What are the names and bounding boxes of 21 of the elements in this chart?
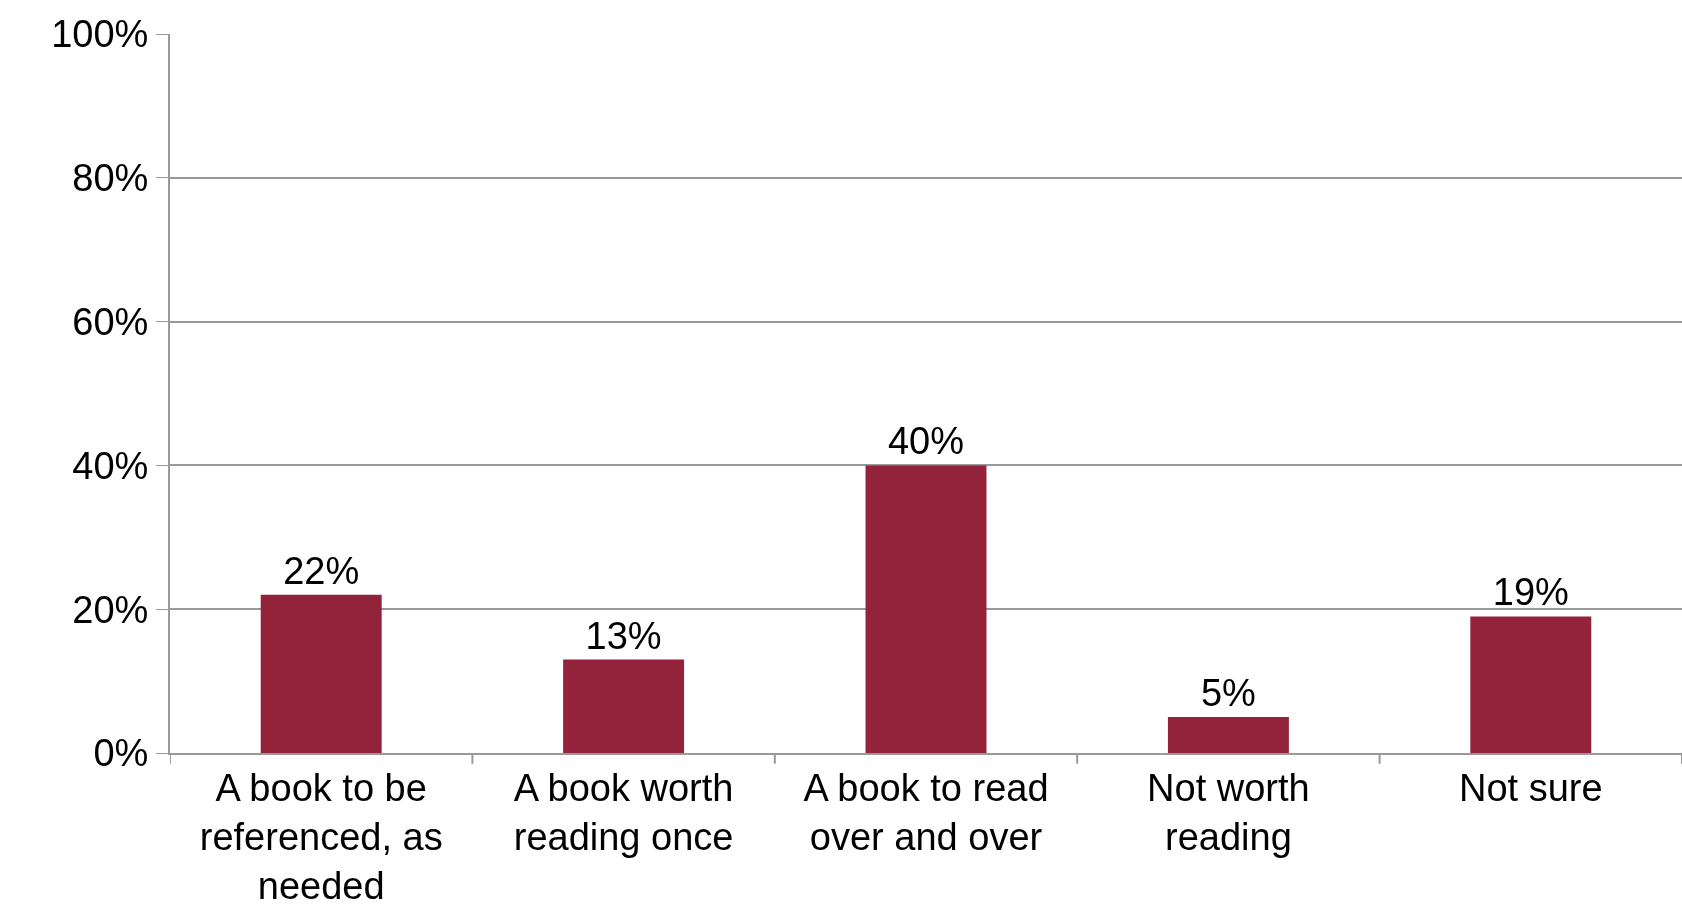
y-tick-label: 40% xyxy=(72,444,149,487)
data-label: 5% xyxy=(1200,672,1256,715)
x-tick-label: A book worth reading once xyxy=(513,766,734,858)
x-tick-label: A book to read over and over xyxy=(803,766,1049,858)
bar xyxy=(260,594,382,753)
data-label: 40% xyxy=(887,420,965,463)
bar xyxy=(563,659,685,753)
y-tick-label: 20% xyxy=(72,588,149,631)
y-tick-label: 60% xyxy=(72,300,149,343)
data-label: 13% xyxy=(585,614,662,657)
bar xyxy=(1167,717,1289,753)
x-tick-label: Not sure xyxy=(1458,766,1603,809)
bar xyxy=(865,465,987,753)
x-tick-label: A book to be referenced, as needed xyxy=(199,766,443,908)
data-label: 22% xyxy=(283,549,360,592)
data-label: 19% xyxy=(1492,571,1569,614)
bar xyxy=(1470,616,1592,753)
y-tick-label: 80% xyxy=(72,157,149,200)
y-tick-label: 100% xyxy=(51,13,149,56)
x-tick-label: Not worth reading xyxy=(1147,766,1310,858)
y-tick-label: 0% xyxy=(93,732,149,775)
